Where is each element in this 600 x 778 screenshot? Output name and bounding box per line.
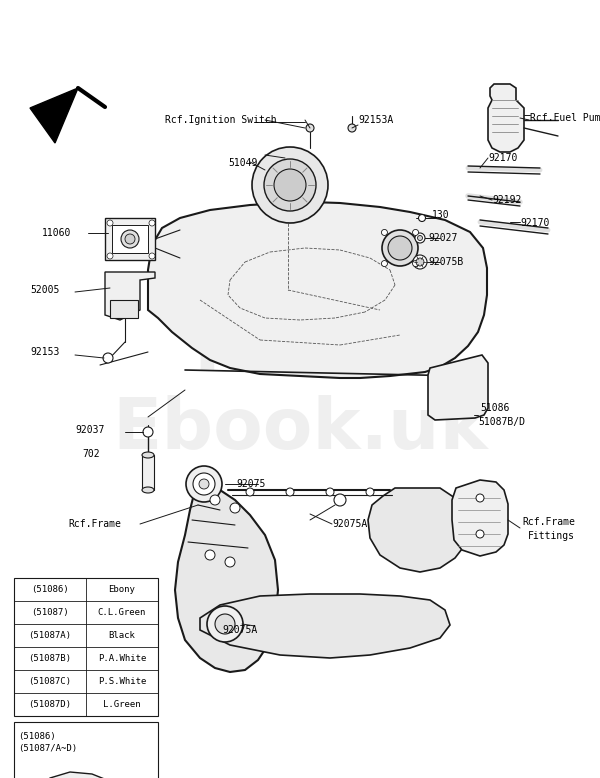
Circle shape [125, 234, 135, 244]
Text: 130: 130 [432, 210, 449, 220]
Text: (51087B): (51087B) [29, 654, 71, 663]
Text: Rcf.Frame: Rcf.Frame [68, 519, 121, 529]
Circle shape [210, 495, 220, 505]
Circle shape [215, 614, 235, 634]
Text: C.L.Green: C.L.Green [98, 608, 146, 617]
Polygon shape [452, 480, 508, 556]
Bar [105, 218, 155, 260]
Circle shape [388, 236, 412, 260]
Text: (51086): (51086) [31, 585, 69, 594]
Circle shape [418, 236, 422, 240]
Circle shape [413, 255, 427, 269]
Text: Ebony: Ebony [109, 585, 136, 594]
Circle shape [149, 253, 155, 259]
Circle shape [334, 494, 346, 506]
Circle shape [476, 530, 484, 538]
Circle shape [207, 606, 243, 642]
Bar [112, 225, 148, 253]
Circle shape [274, 169, 306, 201]
Text: 92075B: 92075B [428, 257, 463, 267]
Polygon shape [368, 488, 468, 572]
Circle shape [252, 147, 328, 223]
Text: 11060: 11060 [42, 228, 71, 238]
Text: P.A.White: P.A.White [98, 654, 146, 663]
Text: (51087A): (51087A) [29, 631, 71, 640]
Text: (51087C): (51087C) [29, 677, 71, 686]
Circle shape [264, 159, 316, 211]
Text: 92027: 92027 [428, 233, 457, 243]
Circle shape [326, 488, 334, 496]
Text: 52005: 52005 [30, 285, 59, 295]
Text: 92075A: 92075A [332, 519, 367, 529]
Text: 92075A: 92075A [222, 625, 257, 635]
Polygon shape [200, 594, 450, 658]
Text: P.S.White: P.S.White [98, 677, 146, 686]
Polygon shape [105, 272, 155, 320]
Circle shape [186, 466, 222, 502]
Bar [142, 455, 154, 490]
Polygon shape [175, 490, 278, 672]
Polygon shape [34, 772, 130, 778]
Text: (51086): (51086) [18, 732, 56, 741]
Circle shape [306, 124, 314, 132]
Circle shape [366, 488, 374, 496]
Text: Black: Black [109, 631, 136, 640]
Circle shape [107, 220, 113, 226]
Circle shape [205, 550, 215, 560]
Circle shape [246, 488, 254, 496]
Bar [14, 722, 158, 778]
Circle shape [121, 230, 139, 248]
Circle shape [143, 427, 153, 437]
Text: Rcf.Frame: Rcf.Frame [522, 517, 575, 527]
Text: Parts
Ebook.uk: Parts Ebook.uk [112, 316, 488, 464]
Circle shape [199, 479, 209, 489]
Text: 92075: 92075 [236, 479, 265, 489]
Circle shape [413, 230, 419, 236]
Circle shape [107, 253, 113, 259]
Text: 92037: 92037 [75, 425, 104, 435]
Circle shape [230, 503, 240, 513]
Polygon shape [148, 202, 487, 378]
Circle shape [382, 230, 388, 236]
Circle shape [348, 124, 356, 132]
Circle shape [413, 261, 419, 267]
Circle shape [193, 473, 215, 495]
Ellipse shape [142, 452, 154, 458]
Ellipse shape [142, 487, 154, 493]
Circle shape [419, 215, 425, 222]
Text: 51087B/D: 51087B/D [478, 417, 525, 427]
Circle shape [382, 230, 418, 266]
Polygon shape [30, 88, 78, 143]
Text: Rcf.Ignition Switch: Rcf.Ignition Switch [165, 115, 277, 125]
Text: (51087D): (51087D) [29, 700, 71, 709]
Bar [14, 578, 158, 716]
Bar [110, 300, 138, 318]
Text: L.Green: L.Green [103, 700, 141, 709]
Circle shape [382, 261, 388, 267]
Circle shape [103, 353, 113, 363]
Circle shape [286, 488, 294, 496]
Circle shape [149, 220, 155, 226]
Text: 92170: 92170 [488, 153, 517, 163]
Text: (51087/A~D): (51087/A~D) [18, 744, 77, 753]
Text: Fittings: Fittings [528, 531, 575, 541]
Text: 92192: 92192 [492, 195, 521, 205]
Text: 92153: 92153 [30, 347, 59, 357]
Text: 92170: 92170 [520, 218, 550, 228]
Polygon shape [428, 355, 488, 420]
Circle shape [415, 233, 425, 243]
Text: 702: 702 [82, 449, 100, 459]
Text: 51049: 51049 [228, 158, 257, 168]
Text: (51087): (51087) [31, 608, 69, 617]
Polygon shape [488, 84, 524, 152]
Circle shape [416, 258, 424, 266]
Text: Rcf.Fuel Pump: Rcf.Fuel Pump [530, 113, 600, 123]
Circle shape [225, 557, 235, 567]
Text: 92153A: 92153A [358, 115, 393, 125]
Circle shape [476, 494, 484, 502]
Text: 51086: 51086 [480, 403, 509, 413]
